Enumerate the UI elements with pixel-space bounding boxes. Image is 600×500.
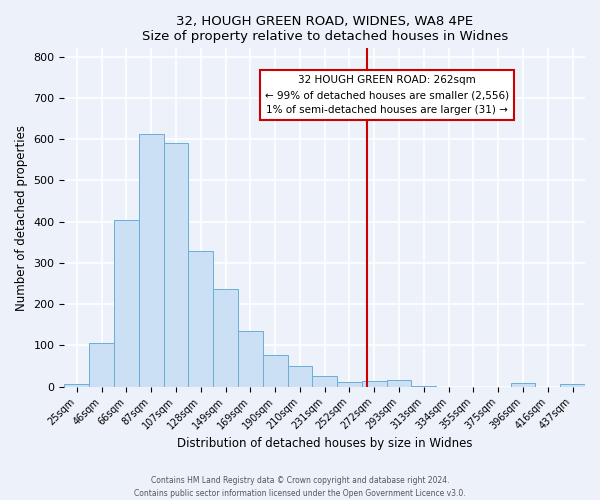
Bar [164, 143, 188, 386]
Y-axis label: Number of detached properties: Number of detached properties [15, 124, 28, 310]
Bar [511, 384, 535, 386]
Text: Contains HM Land Registry data © Crown copyright and database right 2024.
Contai: Contains HM Land Registry data © Crown c… [134, 476, 466, 498]
Bar [139, 134, 164, 386]
Bar [263, 356, 287, 386]
Bar [560, 384, 585, 386]
Bar [313, 376, 337, 386]
Bar [362, 381, 386, 386]
Bar [287, 366, 313, 386]
Bar [213, 289, 238, 386]
Text: 32 HOUGH GREEN ROAD: 262sqm
← 99% of detached houses are smaller (2,556)
1% of s: 32 HOUGH GREEN ROAD: 262sqm ← 99% of det… [265, 76, 509, 115]
Bar [337, 382, 362, 386]
Bar [89, 342, 114, 386]
Bar [114, 220, 139, 386]
Bar [188, 250, 213, 386]
Bar [238, 331, 263, 386]
Title: 32, HOUGH GREEN ROAD, WIDNES, WA8 4PE
Size of property relative to detached hous: 32, HOUGH GREEN ROAD, WIDNES, WA8 4PE Si… [142, 15, 508, 43]
Bar [386, 380, 412, 386]
Bar [64, 384, 89, 386]
X-axis label: Distribution of detached houses by size in Widnes: Distribution of detached houses by size … [177, 437, 472, 450]
